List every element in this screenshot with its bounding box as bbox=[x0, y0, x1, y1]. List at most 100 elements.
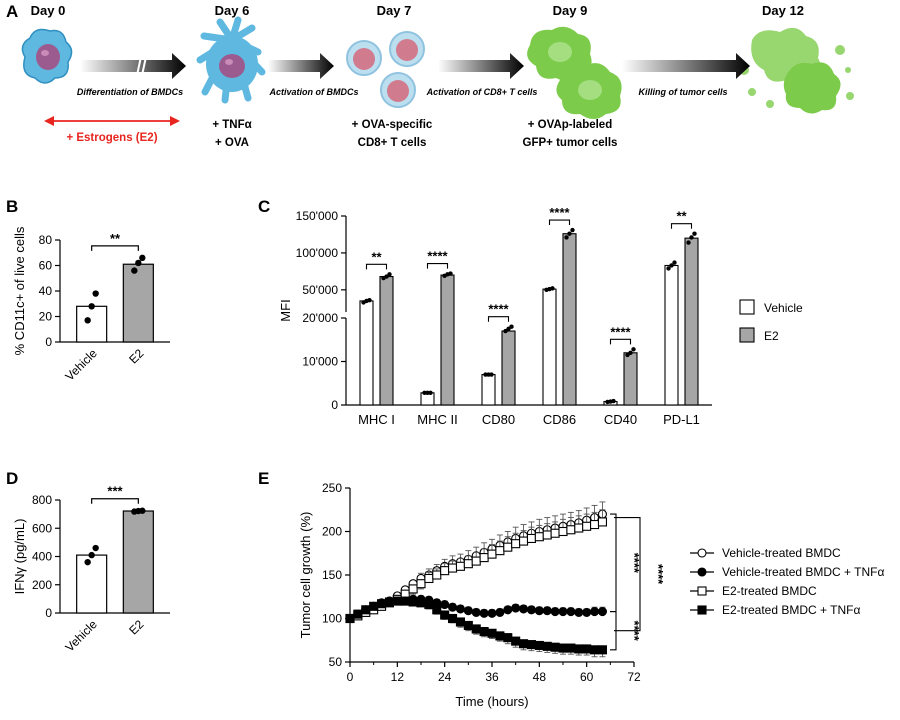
y-tick-label: 0 bbox=[45, 335, 52, 349]
x-tick-label: CD86 bbox=[543, 412, 576, 427]
data-point bbox=[367, 297, 372, 303]
data-point bbox=[550, 606, 560, 617]
panel-label-c: C bbox=[258, 197, 270, 216]
y-tick-label: 80 bbox=[39, 233, 53, 247]
bar-e2-cd80 bbox=[501, 330, 516, 406]
day6-note-2: + OVA bbox=[215, 137, 249, 149]
panel-label-b: B bbox=[6, 197, 18, 216]
day-label-0: Day 0 bbox=[31, 3, 66, 18]
data-point bbox=[455, 617, 465, 627]
x-tick-label: CD40 bbox=[604, 412, 637, 427]
data-point bbox=[487, 628, 497, 638]
data-point bbox=[369, 601, 379, 611]
x-tick-label: 0 bbox=[347, 670, 354, 684]
panel-b-chart: 0 20 40 60 80 % CD11c+ of live cells Vehicle E2… bbox=[12, 226, 170, 383]
legend-swatch-e2 bbox=[739, 327, 755, 343]
y-axis-label: IFNγ (pg/mL) bbox=[12, 519, 27, 595]
y-axis-label: Tumor cell growth (%) bbox=[298, 512, 313, 639]
data-point bbox=[424, 600, 434, 610]
data-point bbox=[471, 624, 481, 634]
significance-bracket bbox=[365, 263, 388, 270]
data-point bbox=[479, 626, 489, 637]
x-tick-label: PD-L1 bbox=[663, 412, 700, 427]
significance-bracket bbox=[426, 263, 449, 269]
data-point bbox=[558, 643, 568, 653]
data-point bbox=[666, 266, 671, 271]
data-point bbox=[503, 542, 513, 552]
data-point bbox=[88, 303, 95, 310]
significance-label: *** bbox=[107, 484, 123, 499]
data-point bbox=[495, 631, 505, 641]
data-point bbox=[511, 539, 521, 549]
legend-label-1: Vehicle-treated BMDC + TNFα bbox=[722, 565, 885, 579]
timeline-arrows bbox=[80, 51, 750, 81]
y-tick-label: 20'000 bbox=[302, 311, 338, 325]
data-point bbox=[534, 606, 544, 616]
data-point bbox=[566, 525, 576, 535]
data-point bbox=[416, 598, 426, 608]
panel-label-e: E bbox=[258, 469, 269, 488]
x-tick-label: MHC I bbox=[358, 412, 395, 427]
bar-e2 bbox=[122, 263, 154, 343]
y-tick-label: 200 bbox=[322, 525, 342, 539]
legend-swatch-vehicle bbox=[739, 299, 755, 315]
data-point bbox=[566, 606, 576, 617]
data-point bbox=[590, 519, 600, 530]
data-point bbox=[574, 644, 584, 654]
data-point bbox=[597, 606, 607, 617]
data-point bbox=[361, 605, 371, 615]
data-point bbox=[92, 290, 99, 297]
day7-note-2: CD8+ T cells bbox=[358, 137, 427, 149]
data-point bbox=[84, 558, 91, 566]
y-tick-label: 60 bbox=[39, 259, 53, 273]
data-point bbox=[526, 640, 536, 650]
data-point bbox=[558, 526, 568, 537]
data-point bbox=[558, 606, 568, 617]
data-point bbox=[509, 324, 514, 329]
data-point bbox=[345, 613, 355, 624]
x-tick-label: E2 bbox=[126, 617, 147, 638]
legend-label-2: E2-treated BMDC bbox=[722, 584, 817, 598]
data-point bbox=[574, 607, 584, 617]
bar-vehicle-cd86 bbox=[542, 288, 557, 406]
y-tick-label: 400 bbox=[32, 550, 52, 564]
data-point bbox=[455, 604, 465, 614]
data-point bbox=[590, 606, 600, 617]
bar-e2-cd86 bbox=[562, 233, 577, 406]
data-point bbox=[428, 390, 433, 396]
bar-e2-pd-l1 bbox=[684, 237, 699, 406]
data-point bbox=[519, 536, 529, 546]
t-cells-icon bbox=[346, 31, 425, 108]
bar-vehicle bbox=[76, 554, 108, 614]
x-tick-label: 60 bbox=[580, 670, 594, 684]
data-point bbox=[455, 561, 465, 571]
data-point bbox=[495, 546, 505, 556]
significance-bracket bbox=[614, 517, 641, 632]
day6-note-1: + TNFα bbox=[212, 119, 251, 131]
data-point bbox=[519, 604, 529, 614]
y-tick-label: 40 bbox=[39, 284, 53, 298]
bar-e2-mhc-i bbox=[379, 276, 394, 406]
data-point bbox=[564, 235, 569, 240]
significance-bracket bbox=[609, 338, 632, 345]
significance-bracket bbox=[91, 498, 139, 504]
data-point bbox=[697, 605, 707, 615]
data-point bbox=[611, 398, 616, 404]
y-tick-label: 0 bbox=[45, 606, 52, 620]
data-point bbox=[387, 272, 392, 277]
data-point bbox=[503, 605, 513, 615]
bar-e2-mhc-ii bbox=[440, 274, 455, 406]
data-point bbox=[495, 607, 505, 617]
x-tick-label: 12 bbox=[391, 670, 405, 684]
data-point bbox=[590, 645, 600, 655]
day9-note-1: + OVAp-labeled bbox=[528, 119, 612, 131]
significance-label: ** bbox=[110, 231, 121, 246]
data-point bbox=[471, 556, 481, 566]
data-point bbox=[84, 317, 91, 324]
data-point bbox=[526, 605, 536, 615]
data-point bbox=[353, 609, 363, 619]
bar-vehicle-pd-l1 bbox=[664, 264, 679, 406]
x-tick-label: 36 bbox=[485, 670, 499, 684]
data-point bbox=[408, 597, 418, 607]
